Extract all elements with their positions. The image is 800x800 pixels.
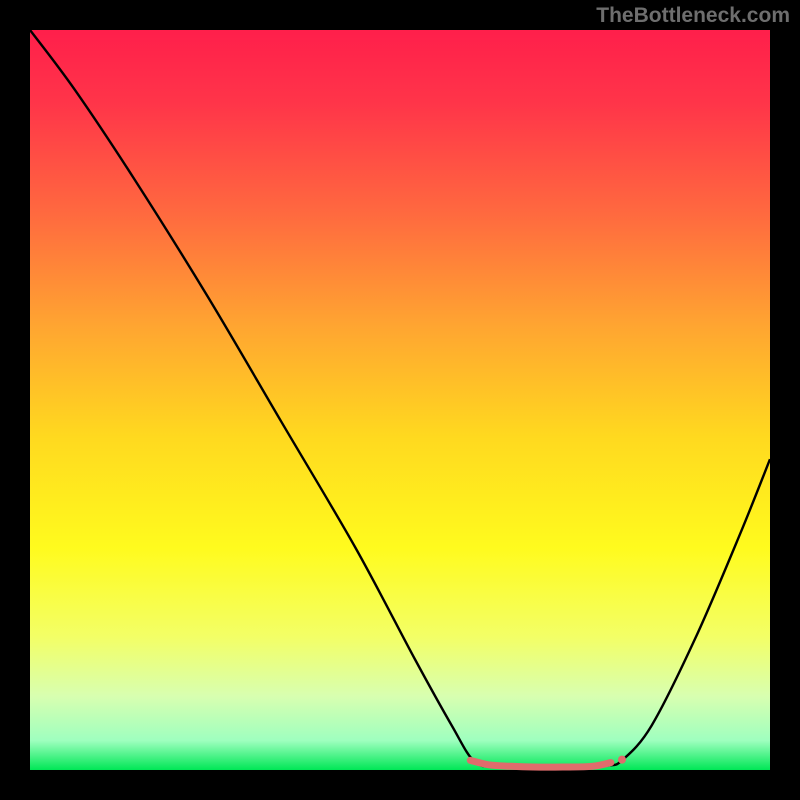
optimal-range-end-marker (618, 756, 626, 764)
chart-container: TheBottleneck.com (0, 0, 800, 800)
watermark-text: TheBottleneck.com (596, 4, 790, 28)
plot-background (30, 30, 770, 770)
bottleneck-chart (0, 0, 800, 800)
